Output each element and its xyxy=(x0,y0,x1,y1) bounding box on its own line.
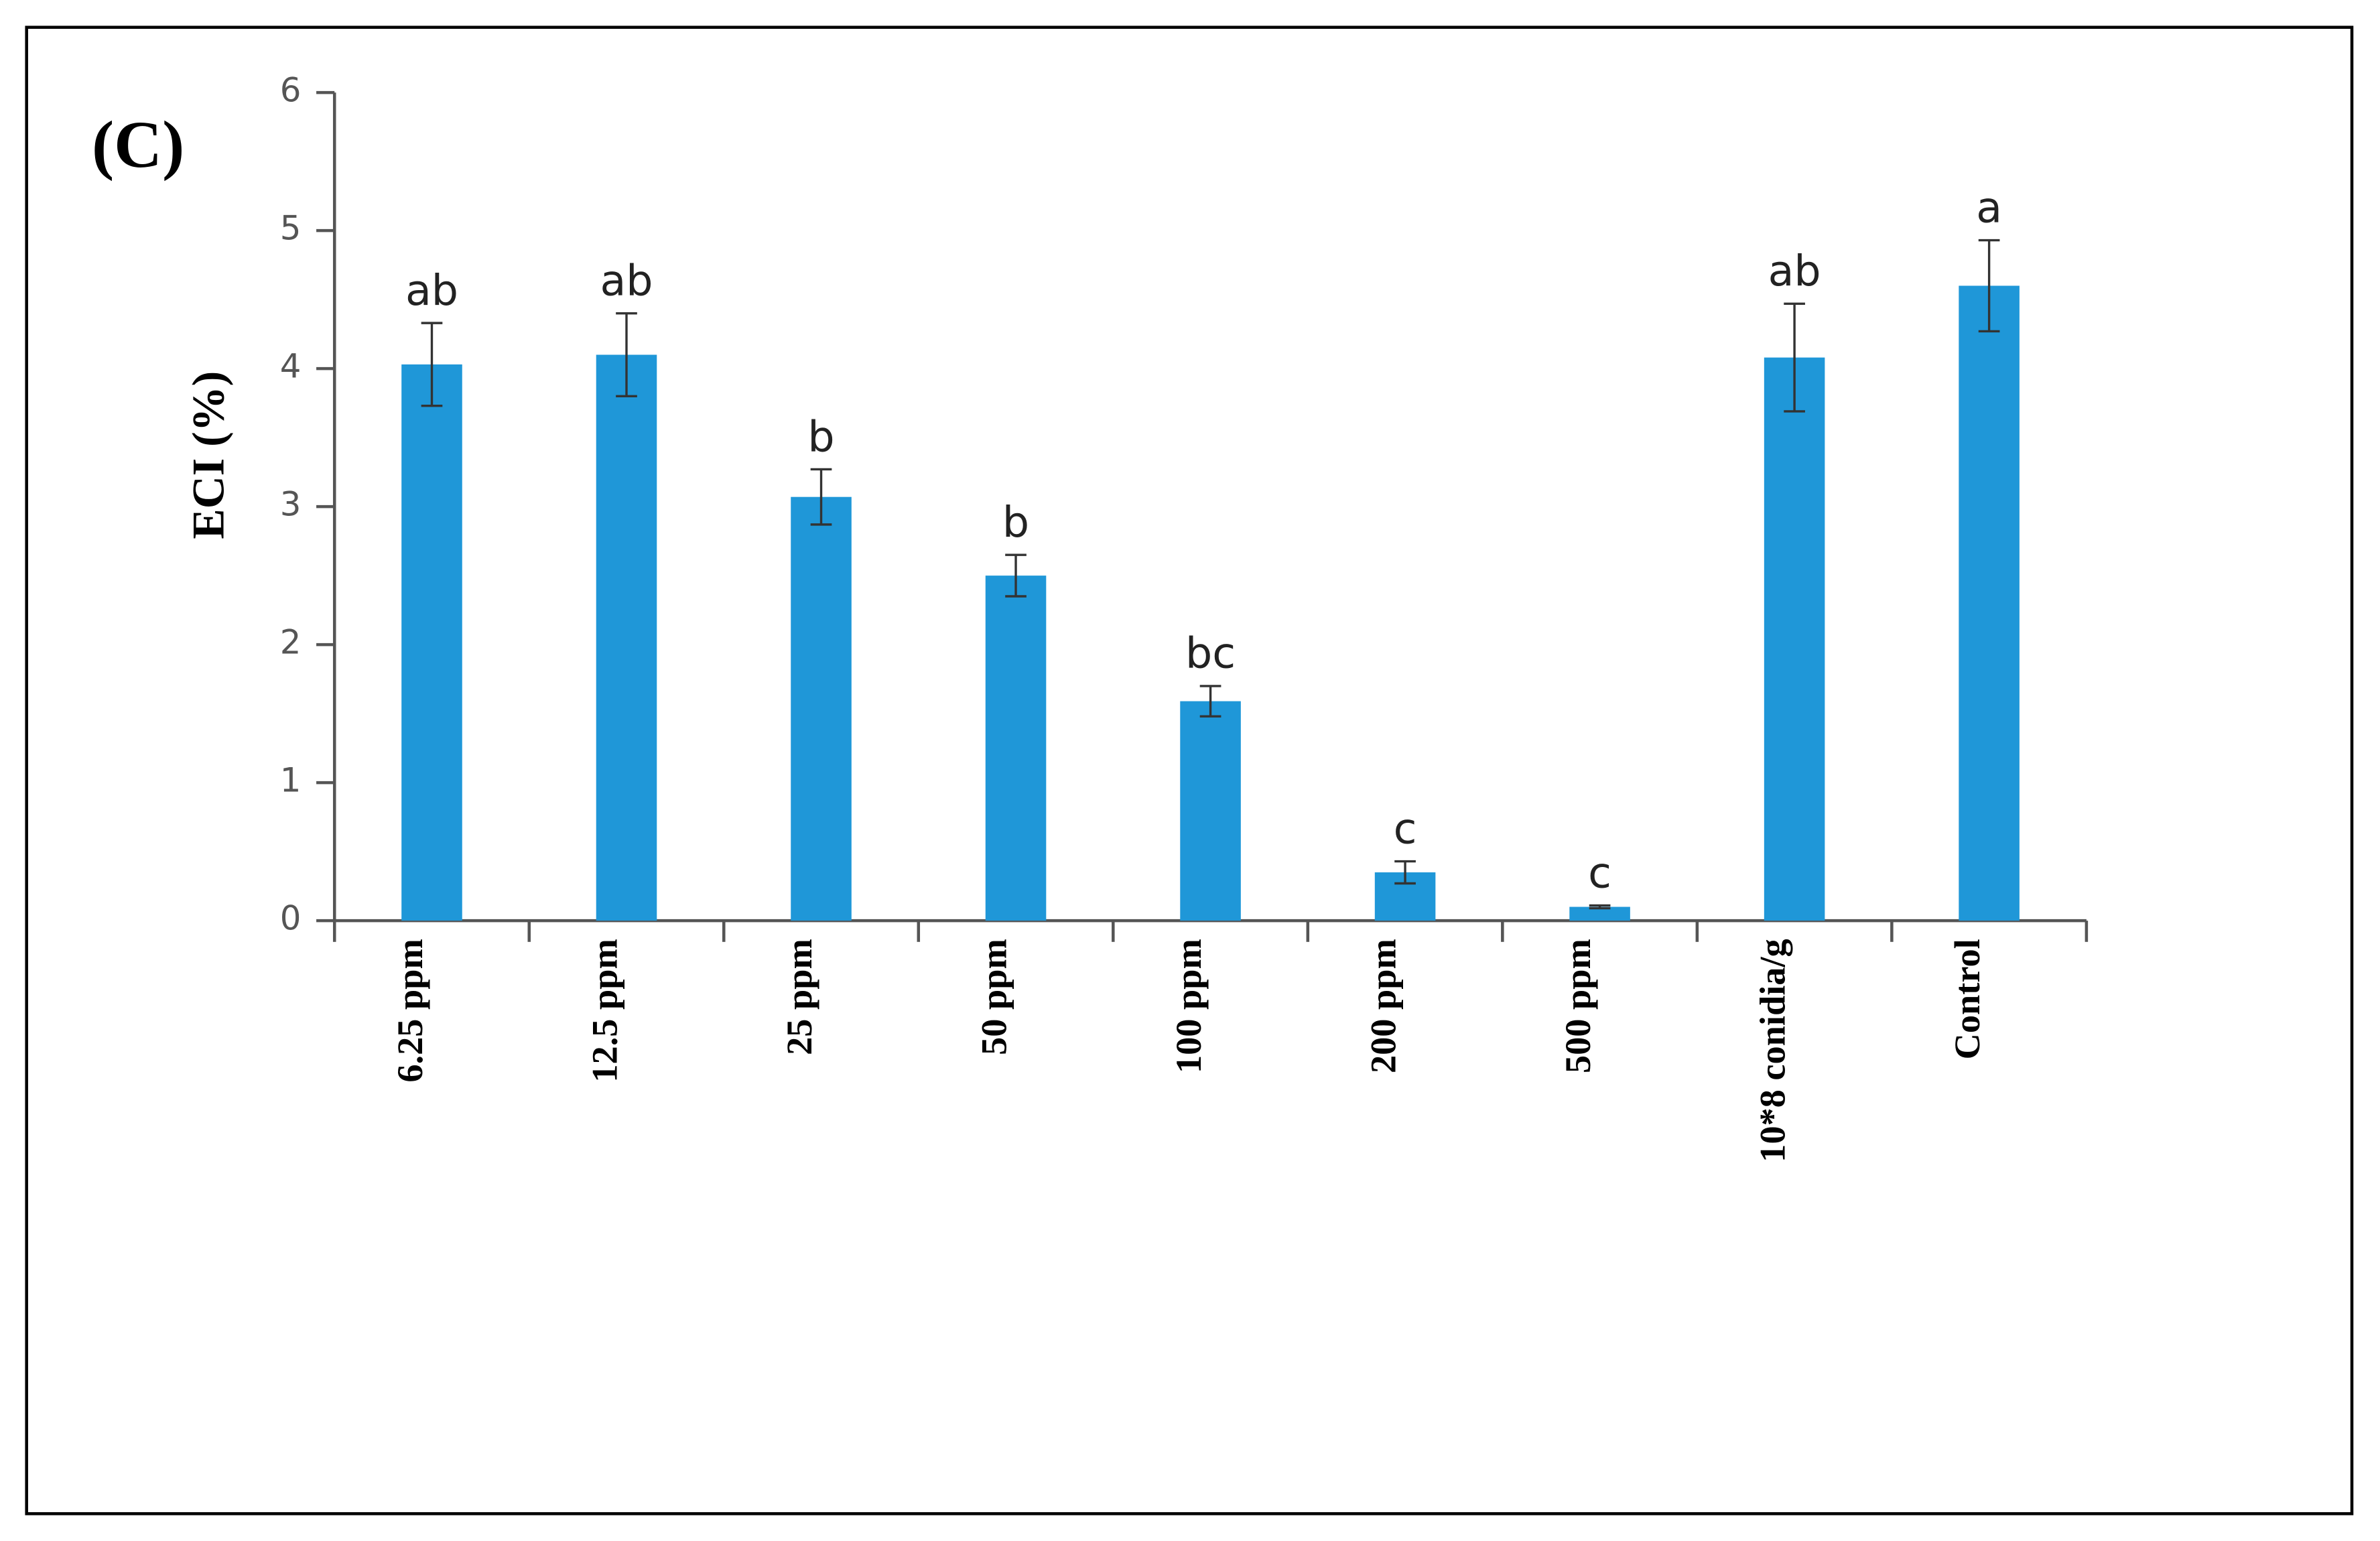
error-bar xyxy=(421,322,443,407)
error-bar xyxy=(810,468,832,526)
y-tick-label: 2 xyxy=(280,623,302,662)
x-tick-label: Control xyxy=(1947,939,1987,1059)
error-bar xyxy=(1199,685,1221,718)
y-tick-label: 4 xyxy=(280,347,302,386)
error-bar xyxy=(616,312,637,397)
bar xyxy=(985,576,1047,921)
x-tick-label: 12.5 ppm xyxy=(584,939,624,1082)
y-tick-label: 5 xyxy=(280,209,302,248)
bar xyxy=(1180,701,1241,921)
x-tick-label: 200 ppm xyxy=(1363,939,1403,1073)
significance-label: b xyxy=(1002,497,1029,547)
y-axis-label: ECI (%) xyxy=(183,371,234,539)
error-bar xyxy=(1589,904,1611,910)
bar xyxy=(401,364,462,921)
significance-label: ab xyxy=(1768,246,1821,295)
significance-label: bc xyxy=(1185,628,1236,678)
x-tick-label: 500 ppm xyxy=(1558,939,1598,1073)
x-tick-label: 100 ppm xyxy=(1169,939,1209,1073)
panel-label: (C) xyxy=(92,107,184,182)
y-tick-label: 0 xyxy=(280,899,302,938)
x-tick-label: 6.25 ppm xyxy=(390,939,430,1082)
y-tick-label: 6 xyxy=(280,71,302,110)
significance-label: c xyxy=(1588,848,1611,897)
x-tick-label: 10*8 conidia/g xyxy=(1752,939,1792,1162)
significance-label: ab xyxy=(600,256,653,306)
error-bar xyxy=(1005,553,1027,598)
bar xyxy=(1764,357,1825,921)
bar xyxy=(1569,907,1630,921)
error-bar xyxy=(1394,860,1416,885)
bar xyxy=(1959,285,2020,921)
y-tick-label: 3 xyxy=(280,485,302,524)
frame xyxy=(25,25,2354,1516)
x-tick-label: 50 ppm xyxy=(974,939,1014,1055)
bar xyxy=(596,354,657,921)
significance-label: a xyxy=(1976,182,2002,232)
significance-label: b xyxy=(807,411,834,461)
y-tick-label: 1 xyxy=(280,761,302,800)
error-bar xyxy=(1784,302,1805,413)
significance-label: c xyxy=(1394,803,1417,853)
significance-label: ab xyxy=(405,265,458,315)
error-bar xyxy=(1978,239,2000,333)
x-tick-label: 25 ppm xyxy=(779,939,819,1055)
bar xyxy=(791,496,852,921)
